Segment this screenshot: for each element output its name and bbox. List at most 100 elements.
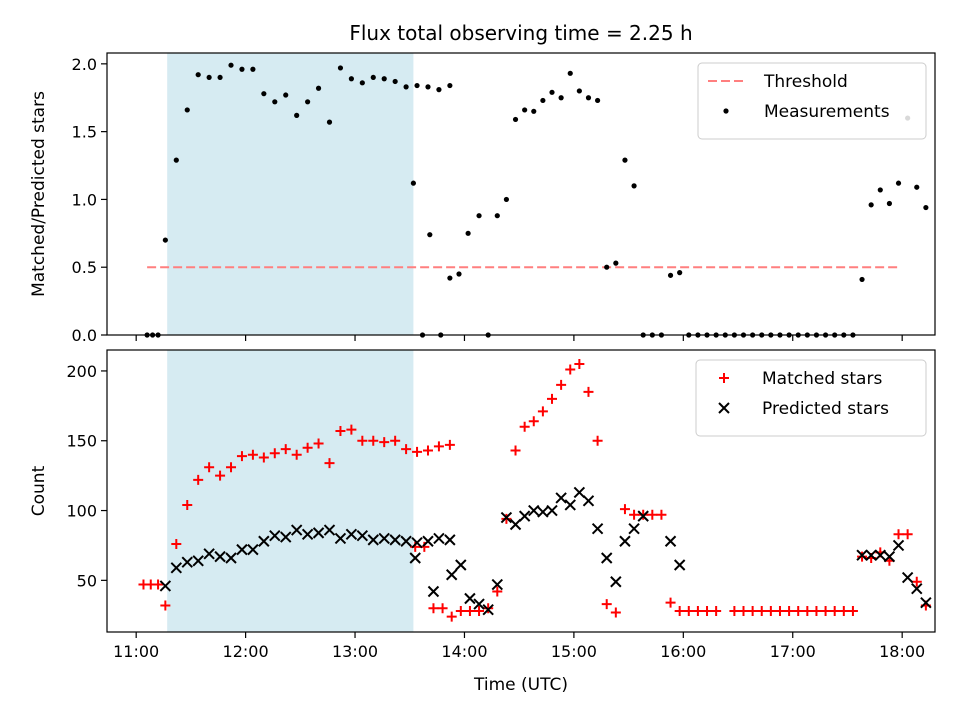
legend-marker — [719, 373, 729, 383]
data-point — [269, 529, 281, 542]
data-point — [422, 445, 433, 456]
data-point — [159, 580, 172, 592]
data-point — [465, 230, 471, 236]
y-tick-label: 150 — [66, 432, 97, 451]
data-point — [811, 606, 822, 617]
data-point — [410, 180, 416, 186]
data-point — [269, 448, 280, 459]
data-point — [193, 474, 204, 485]
x-tick-label: 11:00 — [113, 642, 159, 661]
data-point — [914, 184, 920, 190]
data-point — [403, 84, 409, 90]
data-point — [765, 606, 776, 617]
data-point — [315, 85, 322, 91]
data-point — [528, 416, 539, 427]
data-point — [820, 606, 831, 617]
data-point — [503, 196, 510, 203]
data-point — [647, 509, 658, 520]
plot-frame — [106, 52, 936, 336]
x-tick-label: 16:00 — [660, 642, 706, 661]
data-point — [381, 76, 387, 82]
data-point — [433, 441, 444, 452]
data-point — [491, 578, 503, 591]
data-point — [893, 529, 904, 540]
data-point — [335, 425, 346, 436]
data-point — [518, 510, 531, 522]
data-point — [594, 97, 601, 104]
data-point — [195, 72, 201, 78]
data-point — [236, 451, 247, 462]
data-point — [225, 552, 237, 564]
data-point — [519, 421, 530, 432]
data-point — [702, 606, 713, 617]
data-point — [345, 528, 358, 540]
data-point — [427, 585, 440, 598]
data-point — [564, 499, 576, 511]
data-point — [531, 108, 537, 114]
data-point — [171, 539, 182, 550]
data-point — [613, 260, 619, 266]
data-point — [250, 66, 256, 72]
data-point — [546, 504, 558, 517]
data-point — [326, 119, 333, 125]
data-point — [868, 202, 874, 208]
data-point — [622, 157, 628, 163]
data-point — [184, 107, 190, 113]
data-point — [601, 552, 613, 564]
data-point — [585, 95, 592, 101]
data-point — [847, 606, 858, 617]
data-point — [305, 99, 311, 105]
data-point — [509, 518, 522, 531]
data-point — [283, 92, 289, 98]
data-point — [604, 264, 610, 270]
x-axis-label: Time (UTC) — [473, 675, 568, 695]
data-point — [294, 112, 300, 118]
data-point — [592, 435, 603, 446]
data-point — [204, 462, 215, 473]
data-point — [464, 592, 476, 605]
data-point — [447, 82, 453, 89]
data-point — [217, 74, 223, 81]
data-point — [181, 556, 193, 568]
data-point — [370, 74, 376, 81]
data-point — [409, 552, 421, 564]
data-point — [528, 504, 540, 517]
series-predicted-stars — [159, 486, 932, 616]
data-point — [901, 571, 914, 584]
data-point — [476, 213, 482, 219]
data-point — [494, 213, 500, 219]
data-point — [272, 99, 278, 105]
data-point — [920, 596, 932, 609]
data-point — [456, 271, 462, 277]
data-point — [356, 529, 369, 542]
data-point — [774, 606, 785, 617]
legend-box — [697, 62, 927, 140]
data-point — [437, 603, 448, 614]
y-tick-label: 200 — [66, 362, 97, 381]
data-point — [247, 449, 258, 460]
legend: Threshold Measurements — [697, 62, 927, 140]
y-tick-label: 2.0 — [72, 55, 97, 74]
ratio-panel: 0.0 0.5 1.0 1.5 2.0 Matched/Predicted stars Fl… — [29, 21, 936, 345]
data-point — [747, 606, 758, 617]
data-point — [290, 524, 303, 536]
data-point — [522, 107, 528, 113]
data-point — [591, 522, 604, 535]
data-point — [378, 532, 390, 545]
x-tick-label: 15:00 — [551, 642, 597, 661]
data-point — [865, 549, 877, 561]
data-point — [433, 532, 445, 545]
data-point — [677, 270, 683, 276]
data-point — [656, 509, 667, 520]
data-point — [683, 606, 694, 617]
data-point — [444, 439, 455, 450]
data-point — [214, 550, 226, 563]
data-point — [368, 435, 379, 446]
data-point — [512, 116, 519, 123]
data-point — [692, 606, 703, 617]
data-point — [619, 504, 630, 515]
data-point — [153, 579, 164, 590]
data-point — [637, 510, 649, 522]
legend-marker — [723, 108, 729, 114]
